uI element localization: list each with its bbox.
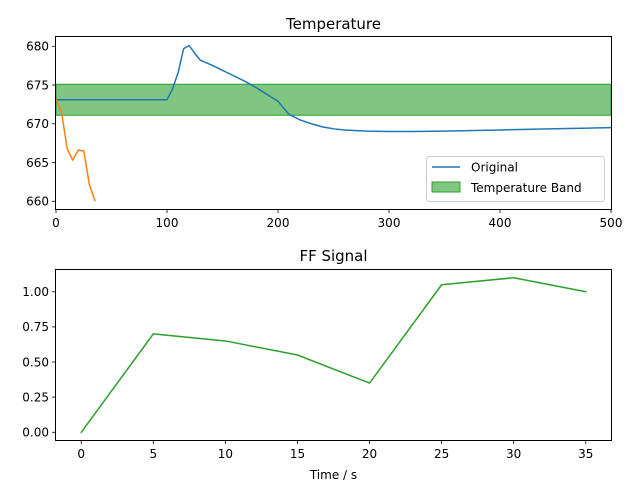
legend: Original Temperature Band [426,156,605,202]
series-2-line [55,98,96,202]
y-axis-ticks: 0.00 0.25 0.50 0.75 1.00 [22,285,56,440]
x-tick-label: 0 [77,447,85,461]
y-tick-label: 680 [26,40,49,54]
ff-signal-chart-title: FF Signal [299,247,367,265]
x-tick-label: 5 [149,447,157,461]
ff-signal-chart: FF Signal 0 5 10 15 20 25 30 35 0.00 0.25 0.50 0.7… [22,247,612,480]
temperature-chart-title: Temperature [285,15,381,33]
series-1-line [80,276,587,434]
legend-original-label: Original [471,161,518,175]
y-tick-label: 0.00 [22,426,49,440]
x-axis-ticks: 0 5 10 15 20 25 30 35 [77,440,593,461]
y-tick-label: 660 [26,195,49,209]
series-layer [80,276,587,434]
x-tick-label: 100 [156,216,179,230]
x-tick-label: 25 [434,447,449,461]
y-tick-label: 665 [26,156,49,170]
legend-band-label: Temperature Band [470,181,582,195]
x-tick-label: 20 [362,447,377,461]
y-tick-label: 0.75 [22,320,49,334]
x-tick-label: 30 [506,447,521,461]
temperature-chart: Temperature 0 100 200 300 400 500 660 665 670 67… [26,15,622,230]
x-tick-label: 35 [578,447,593,461]
legend-box [426,156,605,202]
y-tick-label: 0.50 [22,355,49,369]
x-tick-label: 10 [218,447,233,461]
original-line [55,44,612,133]
x-axis-label: Time / s [309,468,357,480]
y-axis-ticks: 660 665 670 675 680 [26,40,56,209]
x-tick-label: 300 [378,216,401,230]
y-tick-label: 1.00 [22,285,49,299]
x-tick-label: 200 [267,216,290,230]
x-axis-ticks: 0 100 200 300 400 500 [52,209,622,230]
y-tick-label: 675 [26,78,49,92]
series-layer [55,44,612,202]
x-tick-label: 0 [52,216,60,230]
legend-band-patch [431,181,461,193]
ff-signal-plot-frame [55,269,612,441]
y-tick-label: 670 [26,117,49,131]
x-tick-label: 15 [290,447,305,461]
x-tick-label: 400 [489,216,512,230]
y-tick-label: 0.25 [22,390,49,404]
x-tick-label: 500 [600,216,623,230]
temperature-plot-frame [55,36,612,210]
